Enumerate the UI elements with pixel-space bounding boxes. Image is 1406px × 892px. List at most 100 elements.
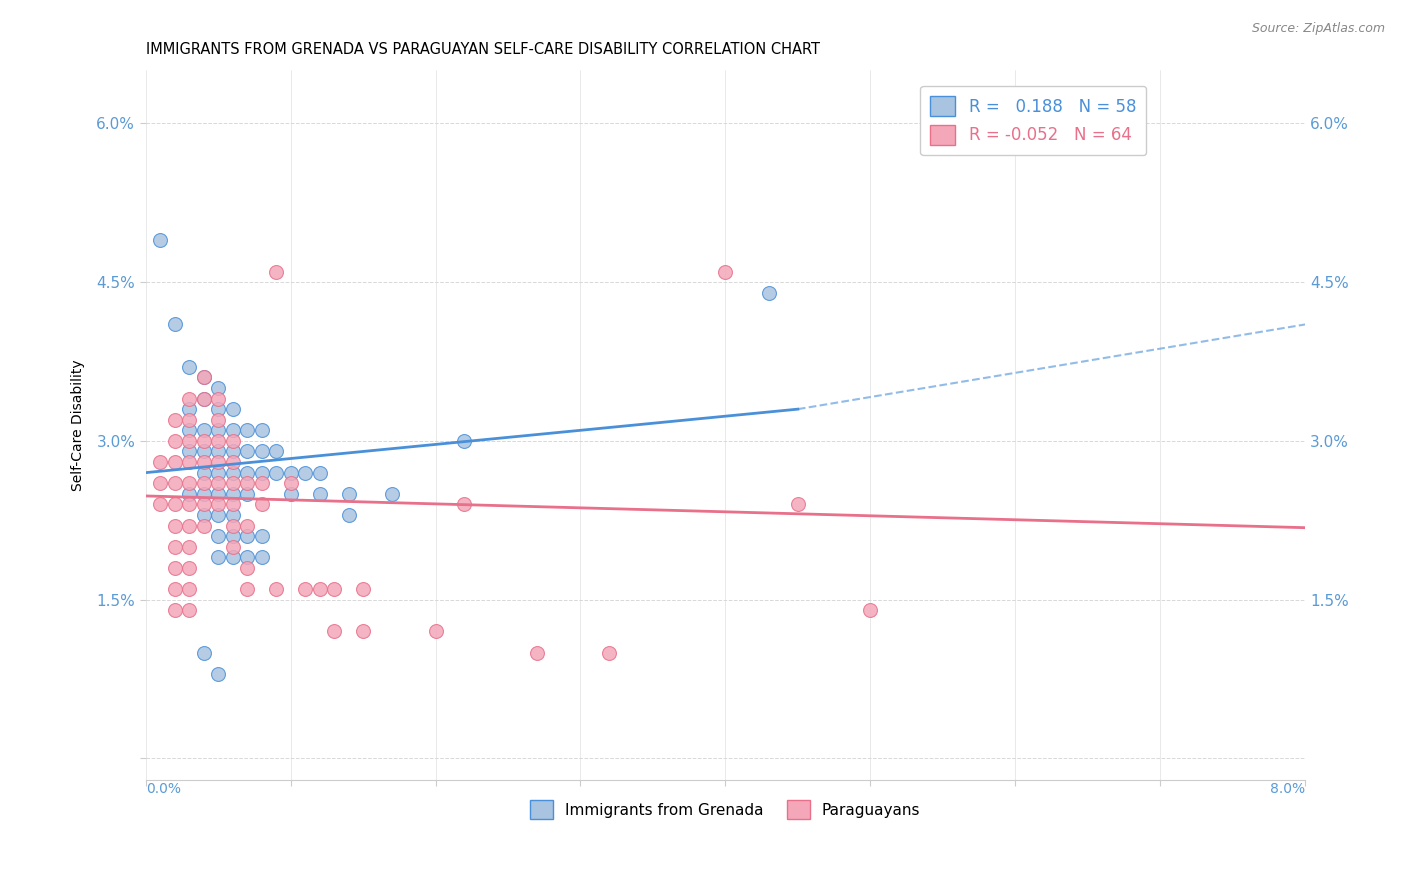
Point	[193, 476, 215, 491]
Point	[236, 582, 259, 596]
Point	[207, 476, 229, 491]
Point	[193, 444, 215, 458]
Point	[221, 550, 243, 565]
Point	[250, 466, 273, 480]
Point	[179, 582, 201, 596]
Point	[207, 402, 229, 417]
Point	[149, 497, 172, 511]
Point	[179, 487, 201, 501]
Point	[163, 540, 186, 554]
Point	[207, 487, 229, 501]
Text: 8.0%: 8.0%	[1270, 782, 1305, 797]
Text: 0.0%: 0.0%	[146, 782, 180, 797]
Point	[163, 476, 186, 491]
Point	[179, 423, 201, 437]
Point	[149, 476, 172, 491]
Point	[163, 413, 186, 427]
Point	[526, 646, 548, 660]
Point	[179, 455, 201, 469]
Point	[236, 423, 259, 437]
Point	[786, 497, 808, 511]
Point	[163, 518, 186, 533]
Point	[425, 624, 447, 639]
Point	[221, 402, 243, 417]
Point	[352, 582, 374, 596]
Point	[250, 529, 273, 543]
Point	[221, 434, 243, 448]
Point	[381, 487, 404, 501]
Point	[264, 264, 287, 278]
Point	[598, 646, 620, 660]
Point	[193, 423, 215, 437]
Point	[179, 497, 201, 511]
Point	[758, 285, 780, 300]
Point	[221, 476, 243, 491]
Point	[294, 582, 316, 596]
Point	[221, 529, 243, 543]
Point	[236, 476, 259, 491]
Point	[308, 582, 330, 596]
Point	[308, 466, 330, 480]
Point	[221, 540, 243, 554]
Point	[221, 455, 243, 469]
Point	[163, 561, 186, 575]
Point	[207, 497, 229, 511]
Point	[236, 466, 259, 480]
Point	[221, 497, 243, 511]
Text: Source: ZipAtlas.com: Source: ZipAtlas.com	[1251, 22, 1385, 36]
Point	[337, 487, 360, 501]
Point	[236, 550, 259, 565]
Point	[453, 434, 475, 448]
Point	[207, 444, 229, 458]
Point	[352, 624, 374, 639]
Point	[453, 497, 475, 511]
Point	[207, 529, 229, 543]
Point	[323, 582, 346, 596]
Point	[193, 518, 215, 533]
Point	[236, 518, 259, 533]
Point	[337, 508, 360, 522]
Point	[179, 540, 201, 554]
Point	[221, 508, 243, 522]
Point	[163, 582, 186, 596]
Point	[236, 561, 259, 575]
Point	[163, 455, 186, 469]
Point	[179, 413, 201, 427]
Point	[207, 413, 229, 427]
Point	[193, 370, 215, 384]
Point	[179, 402, 201, 417]
Point	[280, 487, 302, 501]
Point	[294, 466, 316, 480]
Point	[250, 476, 273, 491]
Point	[280, 466, 302, 480]
Point	[859, 603, 882, 617]
Point	[179, 444, 201, 458]
Point	[221, 487, 243, 501]
Point	[207, 508, 229, 522]
Point	[207, 550, 229, 565]
Point	[264, 466, 287, 480]
Point	[149, 455, 172, 469]
Point	[308, 487, 330, 501]
Point	[193, 392, 215, 406]
Point	[207, 466, 229, 480]
Point	[714, 264, 737, 278]
Point	[193, 466, 215, 480]
Point	[280, 476, 302, 491]
Point	[221, 518, 243, 533]
Point	[179, 476, 201, 491]
Point	[236, 529, 259, 543]
Point	[179, 359, 201, 374]
Point	[250, 550, 273, 565]
Point	[207, 381, 229, 395]
Point	[207, 392, 229, 406]
Point	[236, 444, 259, 458]
Point	[149, 233, 172, 247]
Point	[193, 487, 215, 501]
Point	[250, 497, 273, 511]
Point	[193, 497, 215, 511]
Text: IMMIGRANTS FROM GRENADA VS PARAGUAYAN SELF-CARE DISABILITY CORRELATION CHART: IMMIGRANTS FROM GRENADA VS PARAGUAYAN SE…	[146, 42, 820, 57]
Point	[179, 603, 201, 617]
Point	[193, 455, 215, 469]
Point	[207, 423, 229, 437]
